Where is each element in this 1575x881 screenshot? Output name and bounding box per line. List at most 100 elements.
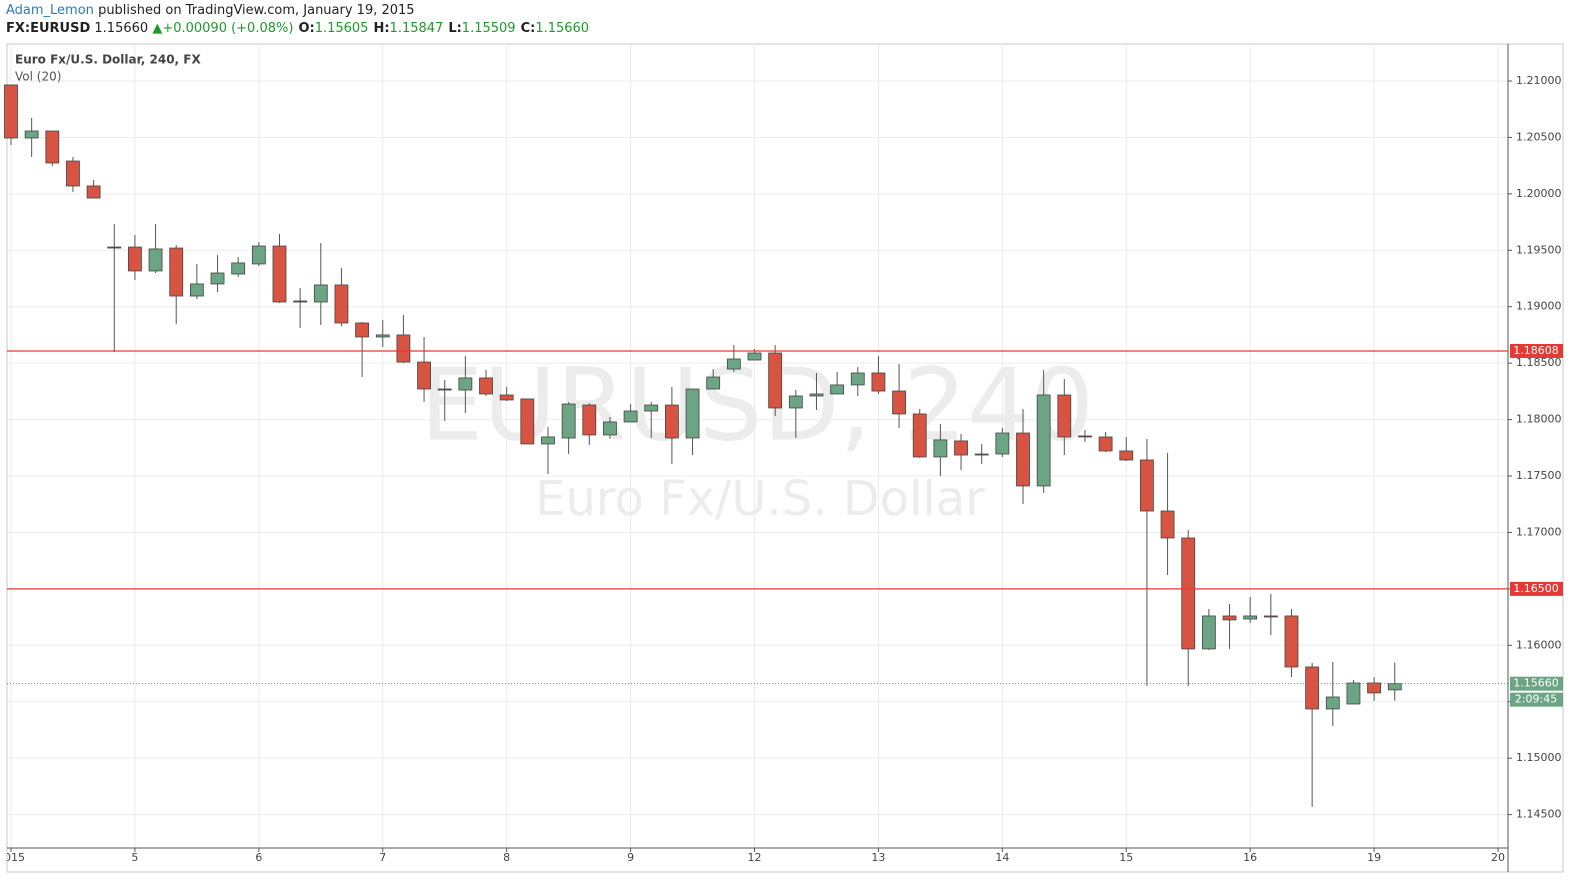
candle-body (933, 439, 948, 458)
change: +0.00090 (+0.08%) (162, 21, 294, 36)
x-tick-label: 20 (1491, 851, 1505, 864)
y-tick-label: 1.19000 (1516, 300, 1562, 313)
countdown: 2:09:45 (1515, 693, 1557, 706)
candle-body (1263, 615, 1278, 618)
candle-body (685, 388, 700, 439)
x-tick-label: 16 (1243, 851, 1257, 864)
publish-line: Adam_Lemon published on TradingView.com,… (6, 3, 415, 18)
candle-body (768, 352, 783, 409)
y-tick-label: 1.18500 (1516, 356, 1562, 369)
x-tick-label: 6 (255, 851, 262, 864)
candle-body (788, 395, 803, 409)
symbol: FX:EURUSD (6, 21, 91, 36)
candle-body (644, 404, 659, 412)
candle-body (747, 352, 762, 361)
header: Adam_Lemon published on TradingView.com,… (0, 0, 1575, 42)
candle-body (1387, 683, 1402, 691)
candle-body (1160, 510, 1175, 539)
y-tick-label: 1.17500 (1516, 469, 1562, 482)
ohlc-value: 1.15660 (535, 21, 590, 36)
candle-body (1036, 394, 1051, 487)
candle-body (995, 432, 1010, 455)
candle-body (479, 377, 493, 395)
line-label-box (1510, 581, 1563, 596)
legend-volume: Vol (20) (15, 70, 61, 84)
x-tick-label: 19 (1367, 851, 1381, 864)
candle-body (1284, 615, 1299, 668)
candle-body (375, 334, 390, 338)
x-tick-label: 8 (503, 851, 510, 864)
candle-body (210, 272, 225, 285)
legend-title: Euro Fx/U.S. Dollar, 240, FX (15, 53, 201, 67)
ohlc: O:1.15605 H:1.15847 L:1.15509 C:1.15660 (293, 21, 589, 36)
x-tick-label: 7 (379, 851, 386, 864)
candle-body (251, 245, 266, 265)
candle-body (334, 284, 349, 324)
candle-body (561, 403, 576, 439)
x-tick-label: 13 (871, 851, 885, 864)
candle-body (1016, 432, 1030, 487)
candle-body (726, 358, 741, 370)
line-label-box (1510, 343, 1563, 358)
y-tick-label: 1.20500 (1516, 130, 1562, 143)
x-tick-label: 2015 (0, 851, 25, 864)
last-price-label: 1.15660 (1513, 677, 1559, 690)
x-tick-label: 15 (1119, 851, 1133, 864)
candle-body (231, 262, 246, 275)
watermark-subtitle: Euro Fx/U.S. Dollar (535, 471, 985, 527)
candle-body (45, 130, 60, 164)
x-tick-label: 9 (627, 851, 634, 864)
line-label: 1.16500 (1513, 582, 1559, 595)
candle-body (169, 247, 184, 297)
candle-body (912, 413, 927, 458)
candle-body (1181, 537, 1196, 650)
line-label: 1.18608 (1513, 344, 1559, 357)
last-price-label-box (1510, 676, 1563, 691)
candle-body (355, 322, 370, 338)
ohlc-value: 1.15605 (314, 21, 369, 36)
candle-body (1119, 450, 1134, 461)
y-tick-label: 1.15000 (1516, 751, 1562, 764)
candle-body (582, 404, 597, 436)
candle-body (128, 246, 142, 272)
x-tick-label: 12 (748, 851, 762, 864)
candle-body (417, 361, 431, 390)
candle-body (541, 436, 555, 445)
candle-body (293, 300, 308, 303)
quote-line: FX:EURUSD 1.15660 ▲+0.00090 (+0.08%) O:1.… (6, 21, 589, 36)
author[interactable]: Adam_Lemon (6, 3, 94, 18)
candle-body (1325, 696, 1340, 710)
candle-body (66, 160, 80, 187)
candle-body (272, 245, 287, 303)
candle-body (107, 246, 122, 249)
candle-body (974, 453, 989, 456)
candle-body (892, 390, 906, 415)
countdown-box (1510, 692, 1563, 707)
candle-body (4, 84, 18, 139)
y-tick-label: 1.19500 (1516, 243, 1562, 256)
candle-body (706, 376, 721, 390)
y-tick-label: 1.16000 (1516, 638, 1562, 651)
candle-body (437, 388, 452, 391)
ohlc-value: 1.15847 (389, 21, 444, 36)
candle-body (1346, 682, 1361, 705)
candle-body (871, 372, 886, 392)
candle-body (850, 372, 865, 386)
last: 1.15660 (94, 21, 149, 36)
y-tick-label: 1.18000 (1516, 413, 1562, 426)
axes: 1.145001.150001.155001.160001.165001.170… (0, 74, 1563, 864)
x-tick-label: 5 (131, 851, 138, 864)
candle-body (1201, 615, 1216, 650)
candle-body (1078, 435, 1092, 438)
candle-body (664, 404, 679, 439)
candle-body (458, 377, 473, 391)
candle-body (24, 130, 39, 139)
published: published on TradingView.com, January 19… (98, 3, 415, 18)
candle-body (1243, 615, 1258, 620)
y-tick-label: 1.20000 (1516, 187, 1562, 200)
candle-body (1222, 615, 1237, 621)
candle-body (603, 421, 617, 436)
ohlc-key: L: (448, 21, 462, 36)
candle-body (1057, 394, 1072, 438)
up-arrow: ▲ (152, 21, 163, 36)
